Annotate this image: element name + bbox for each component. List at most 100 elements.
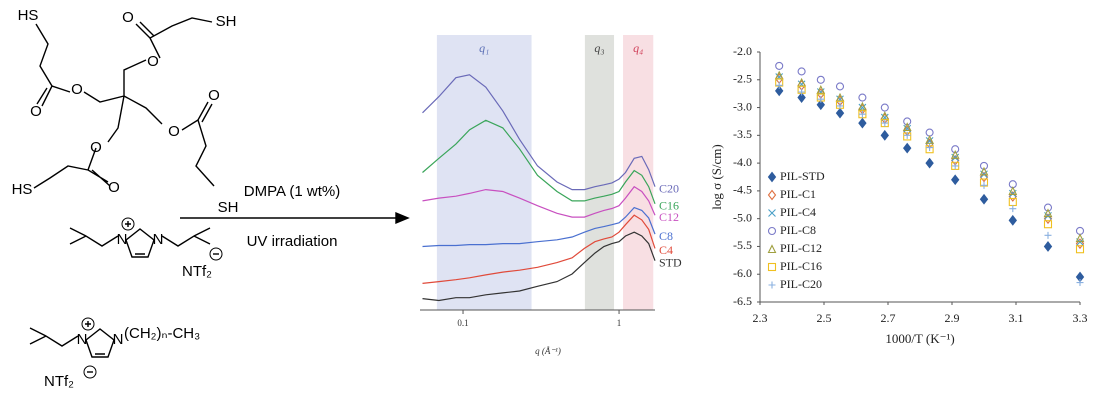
band-label: q₃ (594, 41, 604, 55)
x-axis-label: q (Å⁻¹) (535, 346, 561, 356)
marker (951, 174, 960, 186)
curve-label: C20 (659, 181, 679, 195)
marker (835, 107, 845, 119)
marker (816, 85, 826, 94)
charge-minus (209, 247, 223, 261)
marker (925, 135, 934, 144)
marker (1075, 226, 1085, 235)
marker (1043, 241, 1053, 252)
x-tick-label: 2.3 (753, 311, 768, 325)
y-tick-label: -4.5 (733, 183, 752, 197)
marker (903, 131, 911, 139)
marker (979, 193, 989, 205)
marker (951, 145, 960, 154)
atom-label: O (90, 139, 102, 156)
marker (950, 150, 960, 159)
marker (797, 92, 806, 103)
x-axis-label: 1000/T (K⁻¹) (885, 331, 954, 346)
marker (925, 128, 934, 137)
marker (775, 81, 783, 89)
scheme: DMPA (1 wt%) UV irradiation HS O O O O SH O O SH… (12, 7, 410, 390)
marker (1075, 238, 1085, 250)
marker (1008, 197, 1017, 207)
plus (85, 321, 91, 327)
marker (1043, 208, 1053, 218)
atom-label: O (122, 9, 134, 26)
legend-marker (767, 244, 777, 254)
curve (422, 74, 656, 191)
marker (880, 111, 890, 120)
marker (1008, 186, 1018, 195)
marker (858, 110, 866, 118)
x-tick-label: 1 (617, 318, 622, 328)
y-tick-label: -2.0 (733, 44, 752, 58)
marker (774, 70, 784, 80)
marker (858, 93, 867, 102)
marker (1043, 213, 1053, 225)
band-label: q₁ (479, 41, 489, 55)
y-tick-label: -3.5 (733, 127, 752, 141)
legend-label: PIL-C12 (780, 241, 822, 255)
marker (979, 166, 989, 176)
plus (125, 221, 131, 227)
y-axis-label: log σ (S/cm) (709, 144, 724, 210)
marker (1076, 279, 1084, 287)
legend-marker (767, 171, 777, 183)
y-tick-label: -3.0 (733, 99, 752, 113)
marker (903, 142, 912, 154)
marker (1075, 233, 1085, 243)
y-tick-label: -4.0 (733, 155, 752, 169)
curve-label: C16 (659, 199, 679, 213)
marker (816, 99, 825, 111)
atom-label: NTf₂ (182, 263, 212, 280)
marker (880, 129, 889, 141)
legend-marker (767, 226, 777, 236)
atom-label: (CH₂)ₙ-CH₃ (124, 325, 200, 342)
legend-label: PIL-C8 (780, 223, 816, 237)
marker (902, 122, 912, 132)
ring-2 (29, 327, 115, 358)
marker (816, 75, 825, 84)
marker (1075, 245, 1085, 254)
x-tick-label: 2.5 (817, 311, 832, 325)
marker (926, 144, 934, 152)
x-tick-label: 2.9 (945, 311, 960, 325)
marker (881, 119, 889, 127)
curve-label: STD (659, 255, 682, 269)
atom-label: SH (218, 199, 239, 216)
marker (797, 77, 806, 87)
atom-label: O (71, 81, 83, 98)
atom-label: NTf₂ (44, 373, 74, 390)
marker (1009, 205, 1017, 213)
legend-marker (767, 262, 777, 272)
band (584, 35, 615, 310)
atom-label: O (30, 103, 42, 120)
condition: UV irradiation (247, 233, 338, 250)
marker (798, 88, 806, 96)
charge-plus (81, 317, 95, 331)
marker (903, 117, 912, 126)
atom-label: HS (12, 181, 33, 198)
atom-label: N (117, 231, 128, 248)
marker (817, 95, 825, 103)
legend-label: PIL-C1 (780, 187, 816, 201)
band-label: q₄ (633, 41, 643, 55)
x-tick-label: 3.1 (1009, 311, 1024, 325)
legend-marker (768, 281, 776, 289)
x-tick-label: 3.3 (1073, 311, 1088, 325)
x-tick-label: 2.7 (881, 311, 896, 325)
atom-label: O (147, 53, 159, 70)
curve-label: C4 (659, 243, 673, 257)
atom-label: HS (18, 7, 39, 24)
atom-label: N (77, 331, 88, 348)
marker (1043, 220, 1053, 229)
marker (775, 85, 784, 97)
reagent: DMPA (1 wt%) (244, 183, 340, 200)
curve (422, 119, 656, 205)
atom-label: N (113, 331, 124, 348)
marker (880, 103, 889, 112)
y-tick-label: -2.5 (733, 72, 752, 86)
marker (1008, 214, 1017, 226)
marker (980, 181, 988, 189)
